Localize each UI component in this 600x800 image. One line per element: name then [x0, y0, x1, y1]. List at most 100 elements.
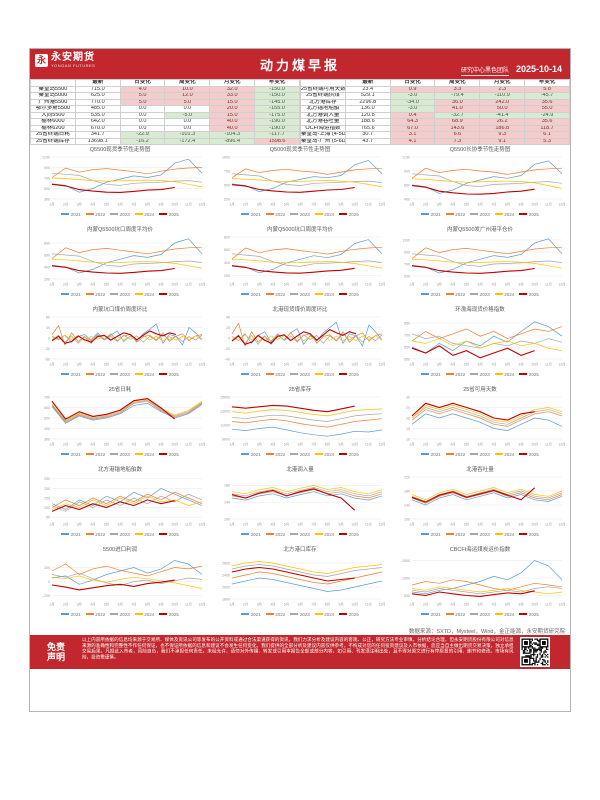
legend-item: 2022 — [85, 372, 105, 377]
svg-text:1月: 1月 — [49, 443, 54, 447]
svg-text:6月: 6月 — [298, 443, 303, 447]
legend-swatch-icon — [134, 293, 143, 295]
svg-text:6月: 6月 — [118, 363, 123, 367]
legend-item: 2021 — [61, 452, 81, 457]
svg-text:5月: 5月 — [464, 203, 469, 207]
row-label-cell: 25省终端可用天数 — [300, 85, 346, 93]
legend-item: 2021 — [61, 372, 81, 377]
value-cell: 35.6 — [524, 118, 570, 126]
legend-label: 2023 — [299, 611, 310, 617]
legend-label: 2023 — [299, 291, 310, 297]
svg-text:4月: 4月 — [270, 203, 275, 207]
svg-text:140: 140 — [224, 501, 230, 505]
svg-text:10月: 10月 — [351, 443, 358, 447]
svg-text:10月: 10月 — [171, 203, 178, 207]
svg-text:5月: 5月 — [104, 443, 109, 447]
disclaimer-text-holder: 以上内容所依据的信息均来源于交易所、媒体及资讯公司等发布的公开资料或通过合法渠道… — [82, 637, 514, 667]
chart-legend: 2021 2022 2023 2024 2025 — [390, 530, 570, 538]
svg-text:4月: 4月 — [90, 443, 95, 447]
svg-text:400: 400 — [224, 261, 230, 265]
legend-label: 2021 — [430, 531, 441, 537]
svg-text:10月: 10月 — [351, 283, 358, 287]
disclaimer-band: 免责 声明 以上内容所依据的信息均来源于交易所、媒体及资讯公司等发布的公开资料或… — [30, 635, 570, 669]
legend-swatch-icon — [61, 533, 70, 535]
legend-label: 2024 — [504, 611, 515, 617]
legend-label: 2025 — [348, 211, 359, 217]
svg-text:12月: 12月 — [559, 443, 566, 447]
svg-text:5月: 5月 — [464, 603, 469, 607]
legend-swatch-icon — [519, 453, 528, 455]
chart-cell-13: 北方港锚地船舶数 50 100 150 200 250 1月 2月 3月 4月 5月 6月 7月 8月 9月… — [30, 465, 210, 545]
chart-plot: 1600 2000 2400 2800 1月 2月 3月 4月 5月 6月 7月 8月 9月 10月 11月… — [222, 561, 385, 607]
chart-plot: 550 650 750 850 1月 2月 3月 4月 5月 6月 7月 8月 9月 10月 11月 12月 — [404, 321, 565, 367]
legend-label: 2022 — [275, 451, 286, 457]
legend-swatch-icon — [159, 213, 168, 215]
legend-item: 2022 — [445, 612, 465, 617]
chart-cell-12: 25省可用天数 10 15 20 25 30 1月 2月 3月 4月 5月 6月 7月 8月 9月 10月 11… — [390, 385, 570, 465]
value-cell: 43.7 — [344, 137, 391, 145]
svg-text:2月: 2月 — [423, 603, 428, 607]
svg-text:8月: 8月 — [325, 523, 330, 527]
legend-item: 2023 — [470, 372, 490, 377]
legend-label: 2025 — [168, 611, 179, 617]
legend-label: 2023 — [479, 211, 490, 217]
legend-swatch-icon — [134, 613, 143, 615]
chart-plot: -60 -30 0 30 60 1月 2月 3月 4月 5月 6月 7月 8月 9月 10月 11月 12月 — [45, 315, 206, 367]
svg-text:8月: 8月 — [145, 443, 150, 447]
svg-text:10月: 10月 — [171, 363, 178, 367]
legend-swatch-icon — [110, 533, 119, 535]
svg-text:2月: 2月 — [243, 603, 248, 607]
svg-text:-40: -40 — [225, 357, 230, 361]
row-label-cell: 鄂尔多斯5500 — [30, 105, 76, 113]
svg-text:7月: 7月 — [131, 283, 136, 287]
legend-label: 2022 — [95, 291, 106, 297]
svg-text:3月: 3月 — [257, 203, 262, 207]
legend-swatch-icon — [314, 213, 323, 215]
legend-swatch-icon — [290, 533, 299, 535]
legend-item: 2024 — [314, 372, 334, 377]
svg-text:11月: 11月 — [365, 283, 372, 287]
legend-swatch-icon — [159, 453, 168, 455]
legend-swatch-icon — [241, 373, 250, 375]
svg-text:7月: 7月 — [311, 203, 316, 207]
legend-label: 2025 — [168, 531, 179, 537]
legend-item: 2021 — [241, 212, 261, 217]
svg-text:6月: 6月 — [298, 603, 303, 607]
value-cell: -190.0 — [254, 118, 300, 126]
svg-text:10月: 10月 — [351, 203, 358, 207]
svg-text:5月: 5月 — [104, 203, 109, 207]
qr-code-image — [521, 638, 549, 666]
chart-title: 北方港口库存 — [283, 547, 317, 553]
legend-label: 2022 — [275, 371, 286, 377]
svg-text:9月: 9月 — [339, 203, 344, 207]
svg-text:4月: 4月 — [450, 203, 455, 207]
legend-swatch-icon — [421, 613, 430, 615]
chart-legend: 2021 2022 2023 2024 2025 — [30, 450, 210, 458]
legend-swatch-icon — [470, 533, 479, 535]
chart-cell-9: 环渤海现货价格指数 550 650 750 850 1月 2月 3月 4月 5月 6月 7月 8月 9月 1… — [390, 305, 570, 385]
svg-text:8月: 8月 — [145, 363, 150, 367]
svg-text:4月: 4月 — [90, 283, 95, 287]
svg-text:11月: 11月 — [365, 523, 372, 527]
svg-text:5月: 5月 — [284, 443, 289, 447]
svg-text:2月: 2月 — [63, 523, 68, 527]
legend-label: 2024 — [144, 611, 155, 617]
svg-text:4月: 4月 — [90, 203, 95, 207]
chart-title: 内蒙Q5500发广州港平仓价 — [446, 227, 513, 233]
logo-mark-icon: 永 — [35, 54, 48, 67]
chart-title: 北港现货煤价周度环比 — [272, 307, 328, 313]
svg-text:12月: 12月 — [199, 283, 206, 287]
svg-text:2月: 2月 — [243, 443, 248, 447]
legend-label: 2022 — [275, 291, 286, 297]
legend-item: 2022 — [445, 532, 465, 537]
legend-item: 2022 — [445, 452, 465, 457]
svg-text:6月: 6月 — [478, 443, 483, 447]
legend-swatch-icon — [61, 613, 70, 615]
legend-label: 2024 — [324, 611, 335, 617]
svg-text:11月: 11月 — [545, 363, 552, 367]
chart-legend: 2021 2022 2023 2024 2025 — [210, 370, 390, 378]
svg-text:-200: -200 — [43, 594, 50, 598]
legend-item: 2024 — [134, 452, 154, 457]
legend-swatch-icon — [110, 613, 119, 615]
chart-plot: 50 100 150 200 250 1月 2月 3月 4月 5月 6月 7月 8月 9月 10月 11月 12… — [44, 477, 205, 527]
